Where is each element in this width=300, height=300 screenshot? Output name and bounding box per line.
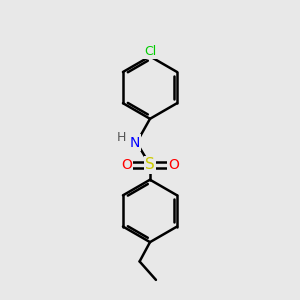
Text: O: O: [121, 158, 132, 172]
Text: H: H: [116, 131, 126, 144]
Text: N: N: [130, 136, 140, 150]
Text: Cl: Cl: [144, 44, 156, 58]
Text: O: O: [168, 158, 179, 172]
Text: S: S: [145, 158, 155, 172]
